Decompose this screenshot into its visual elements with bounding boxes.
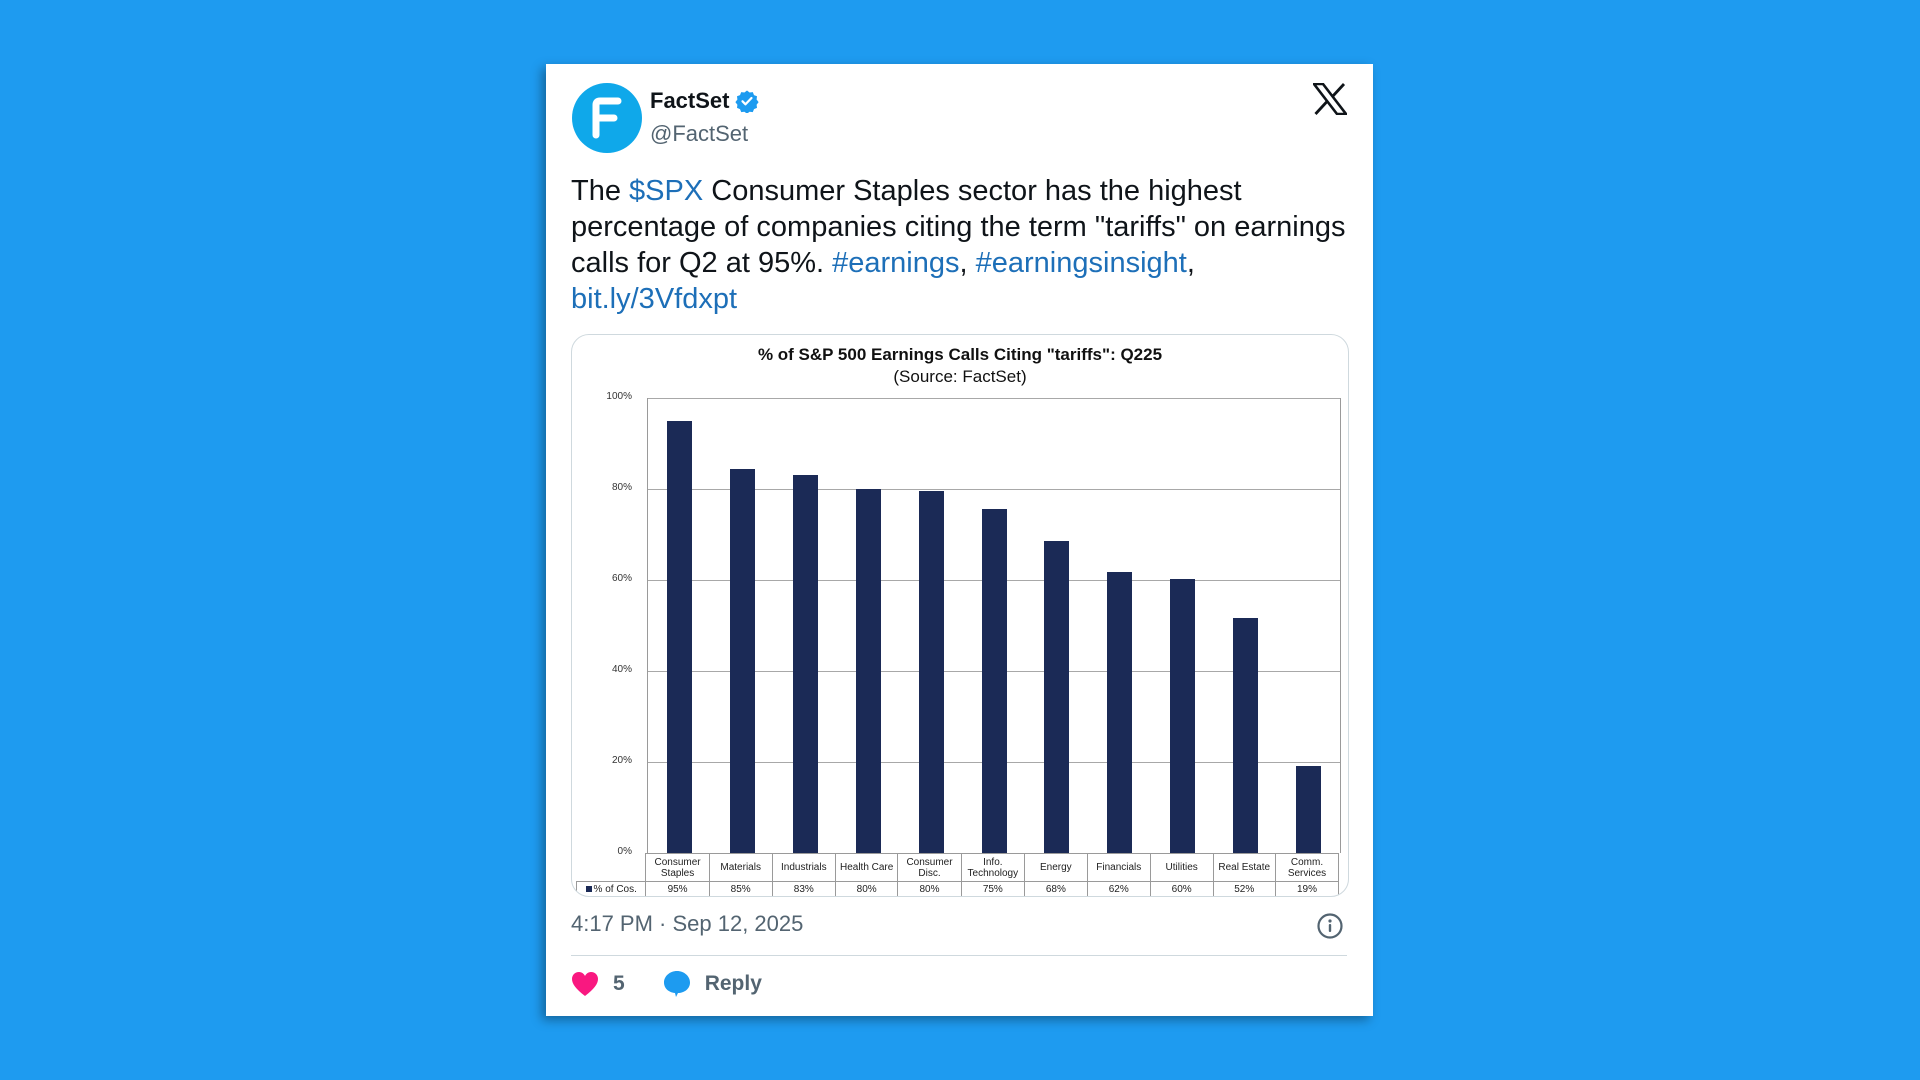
y-tick-label: 100% <box>606 391 632 402</box>
value-cell: 85% <box>708 881 773 896</box>
verified-badge-icon <box>735 90 760 113</box>
tweet-card: FactSet @FactSet The $SPX Consumer Stapl… <box>546 64 1373 1016</box>
bar <box>1296 765 1322 853</box>
like-count: 5 <box>613 972 625 995</box>
y-tick-label: 40% <box>611 664 632 675</box>
value-cell: 62% <box>1086 881 1151 896</box>
tweet-text-segment: The <box>571 175 630 207</box>
value-cell: 83% <box>771 881 836 896</box>
author-display-name[interactable]: FactSet <box>650 88 730 113</box>
bar <box>792 475 818 853</box>
tweet-actions: 5 Reply <box>571 970 800 998</box>
chart-image[interactable]: % of S&P 500 Earnings Calls Citing "tari… <box>571 334 1349 897</box>
value-cell: 75% <box>960 881 1026 896</box>
y-tick-label: 0% <box>617 846 632 857</box>
y-tick-label: 80% <box>611 482 632 493</box>
reply-label: Reply <box>704 972 762 995</box>
category-cell: Consumer Staples <box>645 853 710 882</box>
bar <box>918 491 944 853</box>
tweet-text-segment: , <box>1186 247 1195 279</box>
hashtag-earnings-link[interactable]: #earnings <box>832 247 960 279</box>
reply-button[interactable]: Reply <box>663 970 762 998</box>
value-cell: 52% <box>1212 881 1276 896</box>
y-tick-label: 60% <box>611 573 632 584</box>
factset-logo-icon <box>592 97 622 139</box>
tweet-timestamp[interactable]: 4:17 PM · Sep 12, 2025 <box>571 911 804 936</box>
short-url-link[interactable]: bit.ly/3Vfdxpt <box>571 283 738 315</box>
plot-area <box>647 398 1341 853</box>
category-cell: Real Estate <box>1212 853 1276 882</box>
bar <box>855 489 881 853</box>
data-table: Consumer Staples Materials Industrials Healt… <box>575 853 1339 896</box>
bar <box>1233 617 1259 853</box>
divider <box>571 955 1347 956</box>
gridline <box>648 489 1340 490</box>
bar <box>1170 579 1196 853</box>
author-name-row[interactable]: FactSet <box>650 88 760 114</box>
chart-subtitle: (Source: FactSet) <box>893 367 1027 386</box>
category-cell: Utilities <box>1149 853 1214 882</box>
category-cell: Consumer Disc. <box>897 853 962 882</box>
bar <box>1107 572 1133 853</box>
category-cell: Financials <box>1086 853 1151 882</box>
avatar[interactable] <box>572 83 642 153</box>
bar <box>729 468 755 853</box>
tweet-text-segment: Consumer Staples sector has the highest … <box>571 175 1346 279</box>
x-logo-icon[interactable] <box>1313 83 1347 115</box>
category-cell: Health Care <box>834 853 899 882</box>
legend-label: % of Cos. <box>593 883 637 895</box>
y-tick-label: 20% <box>611 755 632 766</box>
tweet-text-segment: , <box>959 247 976 279</box>
value-cell: 80% <box>897 881 962 896</box>
cashtag-spx-link[interactable]: $SPX <box>629 175 704 207</box>
table-corner <box>576 853 647 882</box>
chart-title: % of S&P 500 Earnings Calls Citing "tari… <box>757 345 1163 364</box>
value-row: % of Cos. 95% 85% 83% 80% 80% 75% 68% 62% 60% 52% 1… <box>575 881 1339 896</box>
value-cell: 60% <box>1149 881 1214 896</box>
bar <box>981 509 1007 853</box>
legend-cell: % of Cos. <box>575 881 647 896</box>
value-cell: 19% <box>1275 881 1339 896</box>
heart-icon <box>572 972 598 996</box>
info-icon[interactable] <box>1316 912 1344 940</box>
category-cell: Energy <box>1024 853 1088 882</box>
bar <box>666 420 692 853</box>
category-row: Consumer Staples Materials Industrials Healt… <box>576 853 1339 882</box>
category-cell: Materials <box>708 853 773 882</box>
author-handle[interactable]: @FactSet <box>650 121 749 146</box>
value-cell: 80% <box>834 881 899 896</box>
category-cell: Info. Technology <box>960 853 1026 882</box>
like-button[interactable]: 5 <box>571 971 625 997</box>
speech-bubble-icon <box>663 971 690 997</box>
value-cell: 68% <box>1024 881 1088 896</box>
legend-swatch-icon <box>585 885 592 892</box>
tweet-text: The $SPX Consumer Staples sector has the… <box>571 173 1361 317</box>
category-cell: Industrials <box>771 853 836 882</box>
bar <box>1044 541 1070 853</box>
category-cell: Comm. Services <box>1275 853 1339 882</box>
value-cell: 95% <box>645 881 710 896</box>
hashtag-earningsinsight-link[interactable]: #earningsinsight <box>975 247 1187 279</box>
gridline <box>648 398 1340 399</box>
